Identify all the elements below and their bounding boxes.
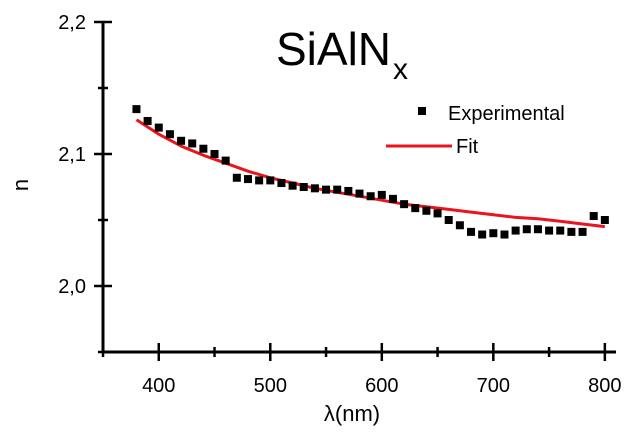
chart-title-subscript: x — [393, 53, 408, 86]
experimental-point — [533, 225, 542, 234]
fit-line-layer — [135, 118, 605, 229]
experimental-point — [500, 230, 509, 239]
experimental-point — [411, 204, 420, 213]
experimental-point — [455, 221, 464, 230]
experimental-point — [556, 226, 565, 235]
experimental-point — [255, 176, 264, 185]
axes: 400 500 600 700 800 2,0 2,1 2,2 — [58, 12, 621, 397]
experimental-point — [188, 139, 197, 148]
experimental-point — [322, 185, 331, 194]
x-axis-title: λ(nm) — [324, 401, 380, 426]
legend-label-experimental: Experimental — [448, 103, 565, 125]
x-tick-label: 700 — [477, 375, 510, 397]
legend-marker-experimental — [418, 107, 426, 115]
experimental-point — [422, 206, 431, 215]
experimental-point — [388, 194, 397, 203]
experimental-point — [400, 200, 409, 209]
experimental-point — [567, 227, 576, 236]
experimental-point — [578, 227, 587, 236]
experimental-point — [199, 144, 208, 153]
experimental-point — [266, 176, 275, 185]
experimental-point — [511, 226, 520, 235]
experimental-point — [522, 225, 531, 234]
chart-title-main: SiAlN — [276, 23, 391, 75]
experimental-point — [232, 173, 241, 182]
experimental-point — [165, 130, 174, 139]
experimental-point — [299, 183, 308, 191]
experimental-point — [243, 175, 252, 184]
experimental-point — [545, 226, 554, 235]
experimental-points-layer — [132, 105, 609, 239]
experimental-point — [344, 186, 353, 195]
legend: Experimental Fit — [386, 103, 565, 158]
experimental-point — [589, 212, 598, 221]
experimental-point — [467, 227, 476, 236]
y-axis-title: n — [8, 179, 33, 191]
experimental-point — [377, 190, 386, 199]
x-tick-label: 800 — [588, 375, 621, 397]
experimental-point — [277, 179, 286, 188]
experimental-point — [177, 136, 186, 145]
experimental-point — [288, 181, 297, 190]
experimental-point — [600, 216, 609, 224]
experimental-point — [489, 229, 498, 238]
experimental-point — [221, 156, 230, 165]
fit-line — [135, 118, 605, 229]
experimental-point — [333, 185, 342, 194]
x-tick-label: 600 — [365, 375, 398, 397]
experimental-point — [154, 123, 163, 132]
y-tick-label: 2,1 — [58, 144, 86, 166]
chart-title: SiAlNx — [276, 23, 408, 86]
experimental-point — [132, 105, 141, 114]
x-tick-label: 500 — [254, 375, 287, 397]
experimental-point — [433, 209, 442, 218]
experimental-point — [310, 184, 319, 193]
legend-label-fit: Fit — [456, 136, 479, 158]
experimental-point — [143, 117, 152, 125]
experimental-point — [478, 230, 487, 239]
experimental-point — [210, 150, 219, 158]
experimental-point — [366, 192, 375, 201]
y-tick-label: 2,2 — [58, 12, 86, 34]
x-tick-label: 400 — [142, 375, 175, 397]
y-tick-label: 2,0 — [58, 276, 86, 298]
experimental-point — [355, 189, 364, 198]
experimental-point — [444, 216, 453, 224]
